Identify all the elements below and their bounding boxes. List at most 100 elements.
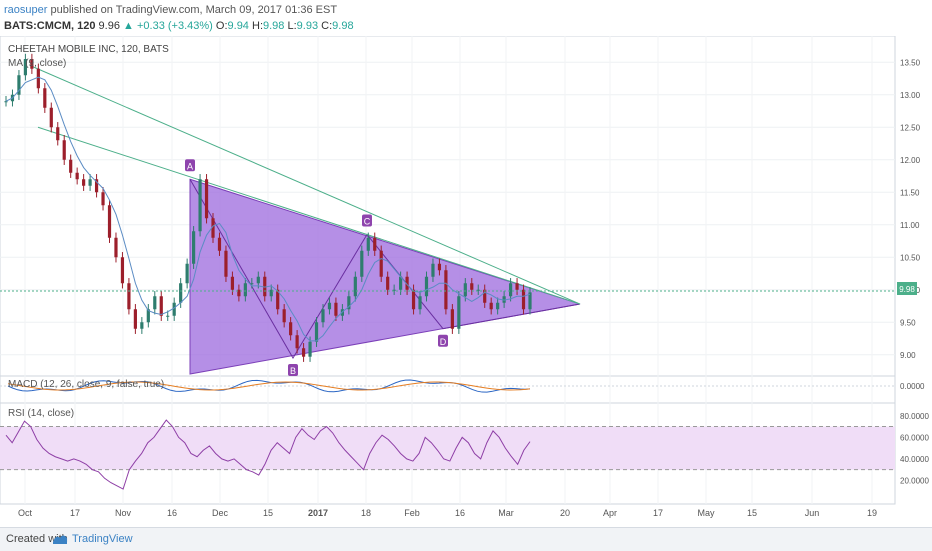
- candle-body: [418, 296, 422, 310]
- rsi-tick-label: 60.0000: [900, 433, 929, 442]
- candle-body: [502, 296, 506, 303]
- close-value: 9.98: [332, 20, 354, 32]
- candle-body: [476, 289, 480, 291]
- time-tick-label: Apr: [603, 508, 617, 518]
- candle-body: [49, 107, 53, 128]
- macd-tick-label: 0.0000: [900, 382, 925, 391]
- tradingview-brand[interactable]: TradingView: [72, 533, 133, 545]
- candle-body: [153, 296, 157, 310]
- price-tick-label: 9.50: [900, 318, 916, 327]
- rsi-tick-label: 40.0000: [900, 455, 929, 464]
- candle-body: [528, 292, 532, 310]
- lower-trendline[interactable]: [37, 126, 581, 305]
- candle-body: [107, 205, 112, 238]
- candle-body: [392, 289, 396, 291]
- price-tick-label: 11.50: [900, 188, 920, 197]
- chart-header: raosuper published on TradingView.com, M…: [0, 0, 932, 36]
- macd-axis[interactable]: 0.0000: [900, 382, 925, 391]
- ma-legend: MA (9, close): [8, 58, 66, 69]
- candle-body: [463, 283, 467, 297]
- publish-info: raosuper published on TradingView.com, M…: [4, 4, 337, 16]
- price-axis[interactable]: 13.5013.0012.5012.0011.5011.0010.5010.00…: [900, 58, 921, 360]
- publish-text: published on TradingView.com, March 09, …: [50, 4, 338, 16]
- macd-pane[interactable]: [0, 375, 896, 404]
- pattern-label-bg: [288, 364, 298, 376]
- time-tick-label: Mar: [498, 508, 514, 518]
- candle-body: [192, 231, 196, 264]
- low-label: L:: [287, 20, 297, 32]
- pattern-label-c: C: [364, 217, 371, 227]
- triangle-pattern[interactable]: [189, 178, 581, 375]
- candle-body: [75, 172, 79, 180]
- candle-body: [256, 276, 260, 284]
- candle-body: [224, 250, 228, 277]
- candle-body: [159, 296, 163, 316]
- candle-body: [276, 289, 280, 310]
- candle-body: [379, 250, 383, 277]
- candle-body: [243, 283, 247, 297]
- candle-body: [263, 276, 267, 297]
- candle-body: [444, 270, 448, 310]
- price-tick-label: 10.50: [900, 253, 921, 262]
- macd-legend: MACD (12, 26, close, 9, false, true): [8, 379, 164, 390]
- time-tick-label: 17: [653, 508, 663, 518]
- candle-body: [30, 59, 34, 69]
- candle-body: [269, 289, 273, 297]
- price-tick-label: 12.50: [900, 123, 921, 132]
- time-tick-label: 15: [747, 508, 757, 518]
- candle-body: [43, 88, 47, 108]
- candle-body: [411, 289, 416, 310]
- candle-body: [496, 302, 500, 310]
- time-tick-label: May: [697, 508, 715, 518]
- candle-body: [140, 322, 144, 329]
- candle-body: [399, 276, 403, 290]
- candle-body: [437, 263, 442, 271]
- pattern-label-bg: [185, 159, 195, 172]
- candle-body: [56, 127, 60, 141]
- chart-title: CHEETAH MOBILE INC, 120, BATS: [8, 44, 169, 55]
- candle-body: [250, 283, 254, 285]
- candle-body: [327, 302, 332, 310]
- candle-body: [114, 237, 118, 258]
- candle-body: [120, 257, 125, 284]
- time-tick-label: 16: [455, 508, 465, 518]
- time-tick-label: 20: [560, 508, 570, 518]
- upper-trendline[interactable]: [29, 65, 581, 305]
- macd-signal-line: [7, 381, 531, 391]
- price-tick-label: 13.50: [900, 58, 921, 67]
- time-tick-label: Dec: [212, 508, 229, 518]
- grid-lines: [0, 36, 895, 504]
- candle-body: [237, 289, 241, 297]
- pattern-label-b: B: [290, 366, 296, 376]
- candle-body: [4, 101, 8, 103]
- candle-body: [185, 263, 189, 284]
- candle-body: [321, 309, 325, 323]
- price-change: +0.33 (+3.43%): [136, 20, 213, 32]
- candle-body: [295, 335, 299, 349]
- symbol-label: BATS:CMCM, 120: [4, 20, 96, 32]
- pattern-label-bg: [362, 214, 372, 227]
- candle-body: [515, 283, 519, 290]
- time-axis[interactable]: Oct 17 Nov 16 Dec 15 2017 18 Feb 16 Mar 20 Apr 17 May 1…: [18, 508, 877, 518]
- last-price: 9.96: [98, 20, 120, 32]
- price-tag-bg: [897, 282, 917, 295]
- footer: Created with TradingView: [0, 527, 932, 551]
- candle-body: [431, 263, 435, 277]
- price-tag: 9.98: [899, 285, 915, 294]
- candle-body: [521, 289, 526, 310]
- rsi-axis[interactable]: 80.0000 60.0000 40.0000 20.0000: [900, 412, 929, 486]
- candle-body: [289, 322, 293, 336]
- pattern-label-a: A: [187, 161, 193, 171]
- candle-body: [230, 276, 235, 290]
- author-link[interactable]: raosuper: [4, 4, 48, 16]
- candle-body: [146, 309, 150, 323]
- open-value: 9.94: [227, 20, 249, 32]
- candle-body: [179, 283, 183, 303]
- price-tick-label: 9.00: [900, 351, 916, 360]
- price-chart[interactable]: 13.5013.0012.5012.0011.5011.0010.5010.00…: [0, 36, 932, 526]
- macd-line: [7, 379, 531, 393]
- candle-body: [88, 179, 92, 186]
- rsi-line: [5, 419, 531, 490]
- tradingview-logo-icon[interactable]: [52, 532, 68, 546]
- candle-body: [470, 283, 474, 290]
